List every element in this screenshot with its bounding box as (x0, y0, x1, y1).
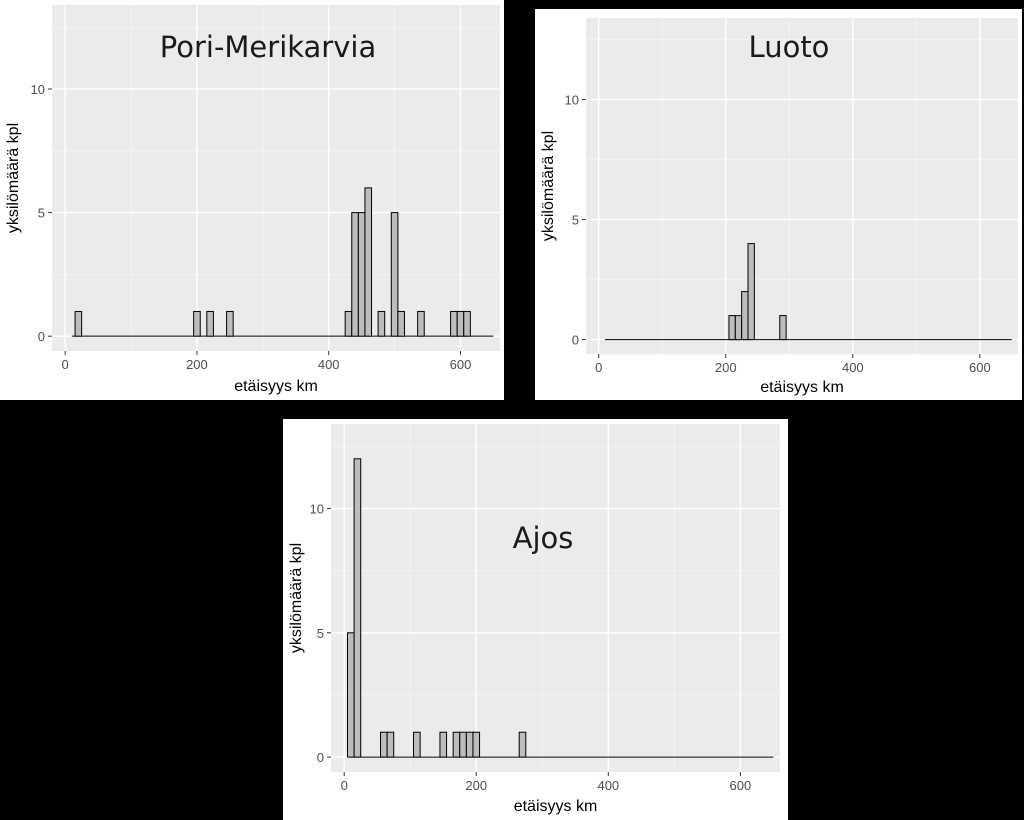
x-axis-title: etäisyys km (514, 798, 598, 815)
histogram-bar (397, 310, 405, 337)
x-axis-title: etäisyys km (234, 378, 318, 395)
histogram-bar (779, 315, 787, 341)
histogram-bar (417, 310, 425, 337)
histogram-bar (413, 731, 421, 758)
histogram-bar (353, 458, 362, 758)
histogram-svg: 0 200 400 600 0 5 10 etäisyys km yksilömäärä kpl… (540, 18, 1018, 396)
y-axis-title: yksilömäärä kpl (5, 123, 22, 233)
histogram-bar (386, 731, 395, 758)
y-axis-title: yksilömäärä kpl (288, 543, 305, 653)
histogram-bar (450, 310, 458, 337)
histogram-bar (518, 731, 527, 758)
plot-background (331, 424, 780, 772)
histogram-bar (459, 731, 467, 758)
histogram-bar (463, 310, 471, 337)
histogram-bar (206, 310, 214, 337)
histogram-bar (747, 243, 755, 341)
histogram-bar (465, 731, 474, 758)
x-tick-label: 600 (450, 357, 472, 372)
histogram-bar (357, 212, 366, 337)
histogram-bar (377, 310, 386, 337)
plot-background (52, 5, 500, 351)
x-axis-title: etäisyys km (760, 379, 844, 396)
histogram-bar (74, 310, 83, 337)
x-tick-label: 600 (730, 778, 752, 793)
x-tick-label: 0 (595, 360, 602, 375)
y-tick-label: 10 (565, 93, 579, 108)
x-tick-label: 0 (62, 357, 69, 372)
y-tick-label: 10 (31, 82, 45, 97)
y-tick-label: 0 (572, 333, 579, 348)
histogram-bar (390, 212, 399, 337)
histogram-bar (728, 315, 736, 341)
histogram-bar (741, 291, 749, 341)
histogram-bar (452, 731, 461, 758)
site-annotation: Luoto (749, 30, 830, 64)
histogram-svg: 0 200 400 600 0 5 10 etäisyys km yksilömäärä kpl… (288, 424, 780, 815)
y-tick-label: 5 (38, 206, 45, 221)
histogram-bar (347, 632, 355, 758)
x-tick-label: 400 (597, 778, 619, 793)
histogram-bar (351, 212, 359, 337)
x-tick-label: 400 (842, 360, 864, 375)
y-tick-label: 5 (572, 213, 579, 228)
histogram-svg: 0 200 400 600 0 5 10 etäisyys km yksilömäärä kpl… (5, 5, 500, 395)
histogram-bar (456, 310, 465, 337)
y-axis-title: yksilömäärä kpl (540, 131, 557, 241)
histogram-bar (734, 315, 743, 341)
chart-panel-luoto: 0 200 400 600 0 5 10 etäisyys km yksilömäärä kpl… (535, 9, 1022, 400)
site-annotation: Pori-Merikarvia (160, 30, 376, 64)
y-tick-label: 5 (317, 626, 324, 641)
histogram-bar (226, 310, 234, 337)
x-tick-label: 200 (186, 357, 208, 372)
x-tick-label: 600 (969, 360, 991, 375)
chart-panel-ajos: 0 200 400 600 0 5 10 etäisyys km yksilömäärä kpl… (283, 419, 788, 820)
x-tick-label: 200 (465, 778, 487, 793)
x-tick-label: 400 (318, 357, 340, 372)
histogram-bar (364, 187, 373, 337)
plot-background (586, 18, 1018, 354)
x-tick-label: 0 (341, 778, 348, 793)
chart-panel-pori-merikarvia: 0 200 400 600 0 5 10 etäisyys km yksilömäärä kpl… (0, 0, 504, 400)
histogram-bar (472, 731, 481, 758)
histogram-bar (380, 731, 388, 758)
site-annotation: Ajos (513, 521, 574, 555)
y-tick-label: 0 (317, 750, 324, 765)
x-tick-label: 200 (715, 360, 737, 375)
histogram-bar (193, 310, 201, 337)
histogram-bar (344, 310, 353, 337)
histogram-bar (439, 731, 448, 758)
y-tick-label: 10 (310, 502, 324, 517)
y-tick-label: 0 (38, 329, 45, 344)
